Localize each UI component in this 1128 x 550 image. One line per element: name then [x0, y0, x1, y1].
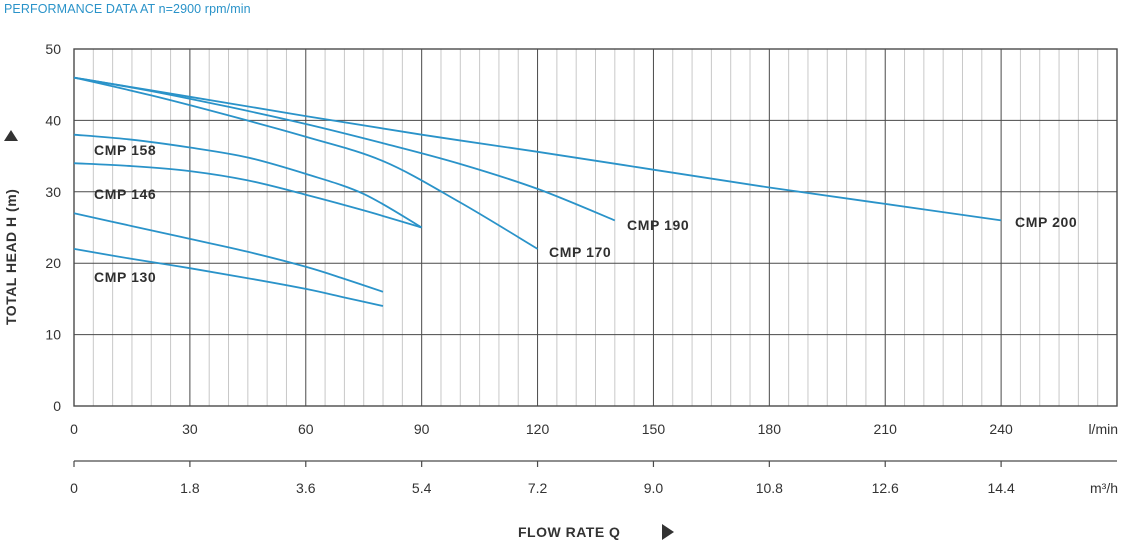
x-axis-ticks-m3h: 0 1.8 3.6 5.4 7.2 9.0 10.8 12.6 14.4 m³/h — [70, 460, 1118, 496]
y-tick-label: 0 — [53, 398, 61, 414]
y-tick-label: 30 — [45, 184, 61, 200]
x-tick-label-lmin: 30 — [182, 421, 198, 437]
curve-label: CMP 170 — [549, 244, 611, 260]
plot-border — [73, 48, 1118, 407]
y-tick-label: 20 — [45, 255, 61, 271]
curve-cmp-190 — [73, 76, 616, 222]
curve-cmp-146 — [73, 162, 422, 229]
curve-cmp-130 — [73, 248, 384, 307]
x-tick-label-m3h: 14.4 — [987, 480, 1014, 496]
x-tick-label-m3h: 0 — [70, 480, 78, 496]
curve-cmp-170 — [73, 76, 539, 250]
y-axis-title: TOTAL HEAD H (m) — [3, 189, 19, 325]
x-tick-label-lmin: 240 — [989, 421, 1013, 437]
x-axis-arrow-icon — [662, 524, 674, 540]
x-axis-ticks-lmin: 0 30 60 90 120 150 180 210 240 l/min — [70, 421, 1118, 437]
x-tick-label-m3h: 9.0 — [644, 480, 664, 496]
major-grid — [73, 48, 1118, 407]
curve-label: CMP 190 — [627, 217, 689, 233]
x-tick-label-m3h: 5.4 — [412, 480, 432, 496]
curve-cmp-130-upper — [73, 212, 384, 293]
minor-grid — [92, 49, 1099, 406]
x-tick-label-lmin: 90 — [414, 421, 430, 437]
curve-label: CMP 130 — [94, 269, 156, 285]
chart-header: PERFORMANCE DATA AT n=2900 rpm/min — [4, 2, 251, 16]
curve-labels: CMP 200 CMP 190 CMP 170 CMP 158 CMP 146 CMP 1… — [94, 142, 1077, 285]
x-unit-m3h: m³/h — [1090, 480, 1118, 496]
y-tick-label: 50 — [45, 41, 61, 57]
x-tick-label-m3h: 7.2 — [528, 480, 548, 496]
x-tick-label-lmin: 180 — [758, 421, 782, 437]
y-axis-ticks: 0 10 20 30 40 50 — [45, 41, 61, 414]
x-tick-label-m3h: 1.8 — [180, 480, 200, 496]
x-tick-label-m3h: 12.6 — [872, 480, 899, 496]
y-tick-label: 10 — [45, 327, 61, 343]
x-tick-label-lmin: 150 — [642, 421, 666, 437]
curve-label: CMP 200 — [1015, 214, 1077, 230]
curve-label: CMP 146 — [94, 186, 156, 202]
curve-label: CMP 158 — [94, 142, 156, 158]
curve-cmp-158 — [73, 133, 423, 229]
y-axis-arrow-icon — [4, 130, 18, 141]
x-tick-label-m3h: 10.8 — [756, 480, 783, 496]
x-tick-label-lmin: 0 — [70, 421, 78, 437]
curve-cmp-200 — [73, 76, 1002, 222]
x-axis-title: FLOW RATE Q — [518, 524, 620, 540]
y-tick-label: 40 — [45, 112, 61, 128]
x-tick-label-lmin: 60 — [298, 421, 314, 437]
x-tick-label-m3h: 3.6 — [296, 480, 316, 496]
x-tick-label-lmin: 120 — [526, 421, 550, 437]
x-tick-label-lmin: 210 — [874, 421, 898, 437]
x-unit-lmin: l/min — [1088, 421, 1118, 437]
curves — [73, 76, 1002, 307]
